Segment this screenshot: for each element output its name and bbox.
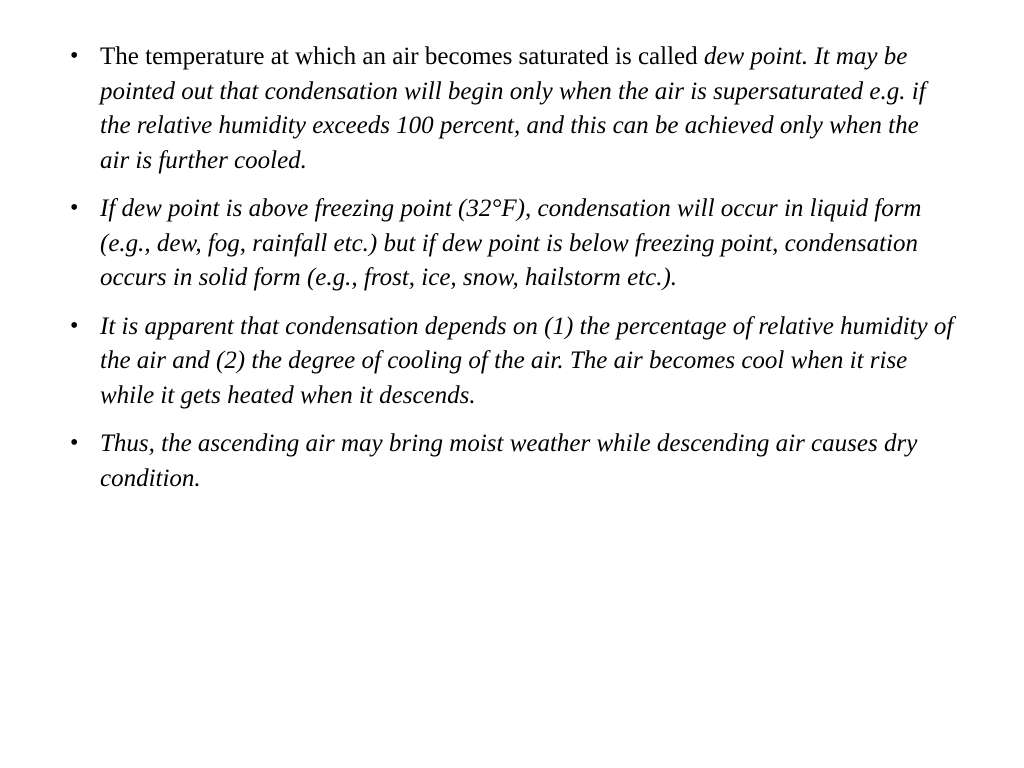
bullet-prefix-text: The temperature at which an air becomes …: [100, 43, 704, 70]
list-item: It is apparent that condensation depends…: [60, 310, 954, 414]
bullet-italic-text: Thus, the ascending air may bring moist …: [100, 430, 917, 492]
bullet-list: The temperature at which an air becomes …: [60, 40, 954, 496]
list-item: The temperature at which an air becomes …: [60, 40, 954, 178]
bullet-italic-text: If dew point is above freezing point (32…: [100, 195, 921, 291]
list-item: Thus, the ascending air may bring moist …: [60, 427, 954, 496]
list-item: If dew point is above freezing point (32…: [60, 192, 954, 296]
bullet-italic-text: It is apparent that condensation depends…: [100, 313, 953, 409]
